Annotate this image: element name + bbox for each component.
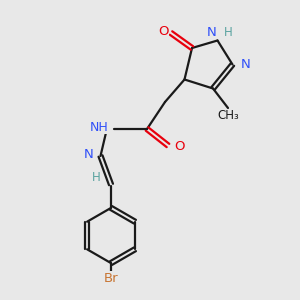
Text: N: N xyxy=(207,26,217,39)
Text: H: H xyxy=(92,171,100,184)
Text: H: H xyxy=(224,26,233,39)
Text: CH₃: CH₃ xyxy=(217,109,239,122)
Text: O: O xyxy=(158,25,169,38)
Text: NH: NH xyxy=(90,121,109,134)
Text: N: N xyxy=(84,148,94,161)
Text: Br: Br xyxy=(104,272,118,285)
Text: O: O xyxy=(175,140,185,154)
Text: N: N xyxy=(241,58,251,71)
